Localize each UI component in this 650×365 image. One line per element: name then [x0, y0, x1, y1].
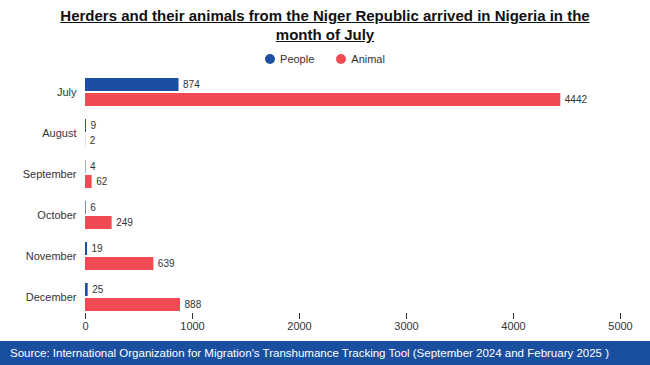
svg-text:October: October — [37, 209, 76, 221]
svg-text:2: 2 — [90, 135, 96, 146]
svg-text:4000: 4000 — [501, 320, 525, 332]
svg-text:25: 25 — [92, 284, 104, 295]
svg-text:639: 639 — [158, 258, 175, 269]
svg-text:62: 62 — [96, 176, 108, 187]
svg-text:249: 249 — [116, 217, 133, 228]
svg-text:4442: 4442 — [565, 94, 588, 105]
svg-text:November: November — [26, 250, 77, 262]
svg-text:5000: 5000 — [608, 320, 632, 332]
svg-text:19: 19 — [92, 243, 104, 254]
html-text:People: People — [280, 53, 315, 65]
html-text:Animal: Animal — [351, 53, 385, 65]
svg-text:July: July — [57, 86, 77, 98]
svg-text:0: 0 — [82, 320, 88, 332]
html-text:Source: International Organiza: Source: International Organization for M… — [10, 347, 609, 359]
svg-text:2000: 2000 — [287, 320, 311, 332]
svg-text:9: 9 — [90, 120, 96, 131]
svg-text:September: September — [23, 168, 77, 180]
svg-text:888: 888 — [185, 299, 202, 310]
svg-text:4: 4 — [90, 161, 96, 172]
svg-text:August: August — [42, 127, 76, 139]
svg-text:December: December — [26, 291, 77, 303]
html-text:Herders and their animals from: Herders and their animals from the Niger… — [60, 7, 590, 43]
svg-text:3000: 3000 — [394, 320, 418, 332]
svg-text:1000: 1000 — [180, 320, 204, 332]
svg-text:6: 6 — [90, 202, 96, 213]
svg-text:874: 874 — [183, 79, 200, 90]
